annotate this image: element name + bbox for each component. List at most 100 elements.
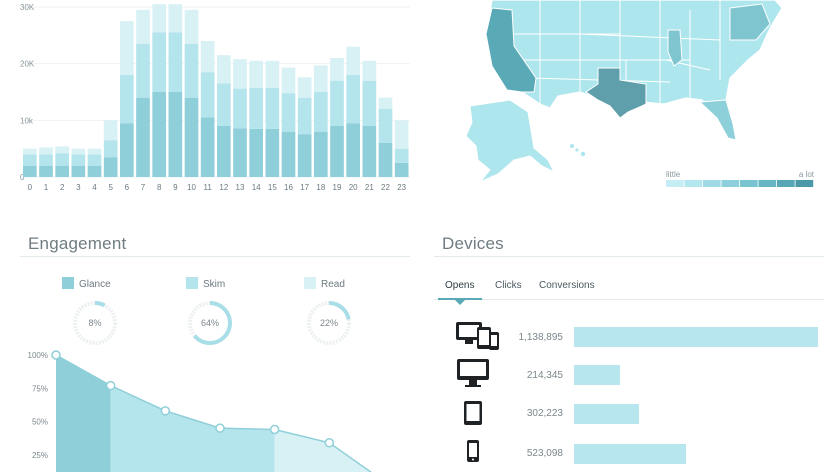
bar-segment [103, 120, 118, 141]
active-tab-caret-icon [454, 299, 466, 305]
engagement-title: Engagement [28, 234, 127, 253]
bar-segment [362, 126, 377, 177]
bar-segment [39, 154, 53, 166]
bar-segment [39, 165, 53, 177]
legend-high-label: a lot [799, 170, 815, 179]
curve-point[interactable] [324, 438, 335, 448]
y-tick-label: 10k [20, 116, 34, 125]
x-tick-label: 21 [365, 183, 374, 192]
bar-segment [362, 80, 377, 126]
donut-arc [73, 301, 117, 345]
tab-opens[interactable]: Opens [445, 280, 475, 291]
device-value: 302,223 [526, 408, 563, 419]
bar-segment [152, 4, 166, 33]
x-tick-label: 14 [252, 183, 261, 192]
legend-swatch [758, 180, 777, 187]
x-tick-label: 17 [300, 183, 309, 192]
x-tick-label: 5 [108, 183, 113, 192]
bar-segment [120, 123, 134, 177]
bar-segment [394, 120, 409, 149]
legend-swatch [304, 277, 316, 289]
donut-label: 64% [201, 318, 219, 328]
x-tick-label: 11 [204, 183, 213, 192]
bar-segment [233, 128, 247, 177]
curve-point[interactable] [105, 380, 116, 391]
x-tick-label: 2 [60, 183, 65, 192]
tab-conversions[interactable]: Conversions [539, 280, 595, 291]
x-tick-label: 13 [236, 183, 245, 192]
y-tick-label: 50% [32, 418, 48, 427]
bar-segment [378, 109, 393, 143]
devices-divider [434, 256, 824, 257]
bar-segment [87, 148, 102, 155]
bar-segment [330, 126, 344, 177]
bar-segment [265, 88, 280, 129]
bar-segment [297, 77, 312, 98]
bar-segment [314, 131, 328, 177]
engagement-divider [20, 256, 410, 257]
x-tick-label: 18 [316, 183, 325, 192]
bar-segment [120, 75, 134, 124]
bar-segment [281, 93, 296, 132]
bar-segment [55, 153, 69, 166]
bar-segment [168, 4, 183, 33]
legend-swatch [777, 180, 795, 187]
x-tick-label: 20 [349, 183, 358, 192]
bar-segment [152, 92, 166, 177]
bar-segment [184, 97, 199, 177]
device-value: 523,098 [526, 448, 563, 459]
y-tick-label: 0 [20, 173, 25, 182]
area-band [274, 429, 371, 472]
map-legend-scale [666, 180, 814, 187]
device-bar [574, 365, 620, 385]
bar-segment [168, 32, 183, 92]
legend-swatch [795, 180, 814, 187]
bar-segment [346, 46, 360, 75]
legend-swatch [703, 180, 721, 187]
x-tick-label: 9 [173, 183, 178, 192]
donut-arc [307, 301, 351, 345]
bar-segment [346, 75, 360, 124]
bar-segment [378, 97, 393, 109]
bar-segment [249, 88, 263, 129]
bar-segment [330, 80, 344, 126]
tab-clicks[interactable]: Clicks [495, 280, 522, 291]
curve-point[interactable] [160, 406, 171, 416]
bar-segment [281, 131, 296, 177]
phone-icon [467, 440, 479, 462]
bar-segment [362, 60, 377, 81]
bar-segment [152, 32, 166, 92]
bar-segment [39, 147, 53, 155]
y-tick-label: 25% [32, 451, 48, 460]
devices-title: Devices [442, 234, 504, 253]
us-choropleth-map: little a lot [465, 0, 815, 187]
legend-label: Read [321, 279, 345, 290]
bar-segment [265, 128, 280, 177]
bar-segment [314, 92, 328, 132]
bar-segment [120, 21, 134, 76]
curve-point[interactable] [269, 424, 280, 435]
bar-segment [233, 88, 247, 129]
engagement-panel: Glance Skim Read 8% 64% 22% 100% 75% 50% 25% [28, 277, 373, 472]
bar-segment [217, 83, 231, 126]
legend-swatch [684, 180, 703, 187]
x-tick-label: 12 [219, 183, 228, 192]
bar-segment [168, 92, 183, 177]
legend-label: Skim [203, 279, 225, 290]
bar-segment [136, 97, 150, 177]
legend-swatch [666, 180, 684, 187]
bar-segment [184, 43, 199, 98]
device-value: 1,138,895 [518, 332, 564, 343]
bar-segment [136, 9, 150, 44]
curve-point[interactable] [215, 423, 225, 433]
bar-segment [23, 154, 37, 166]
x-tick-label: 10 [187, 183, 196, 192]
device-bar [574, 404, 639, 424]
x-tick-label: 22 [381, 183, 390, 192]
legend-swatch [62, 277, 74, 289]
x-tick-label: 7 [141, 183, 146, 192]
bar-segment [346, 123, 360, 177]
curve-point[interactable] [51, 350, 61, 360]
